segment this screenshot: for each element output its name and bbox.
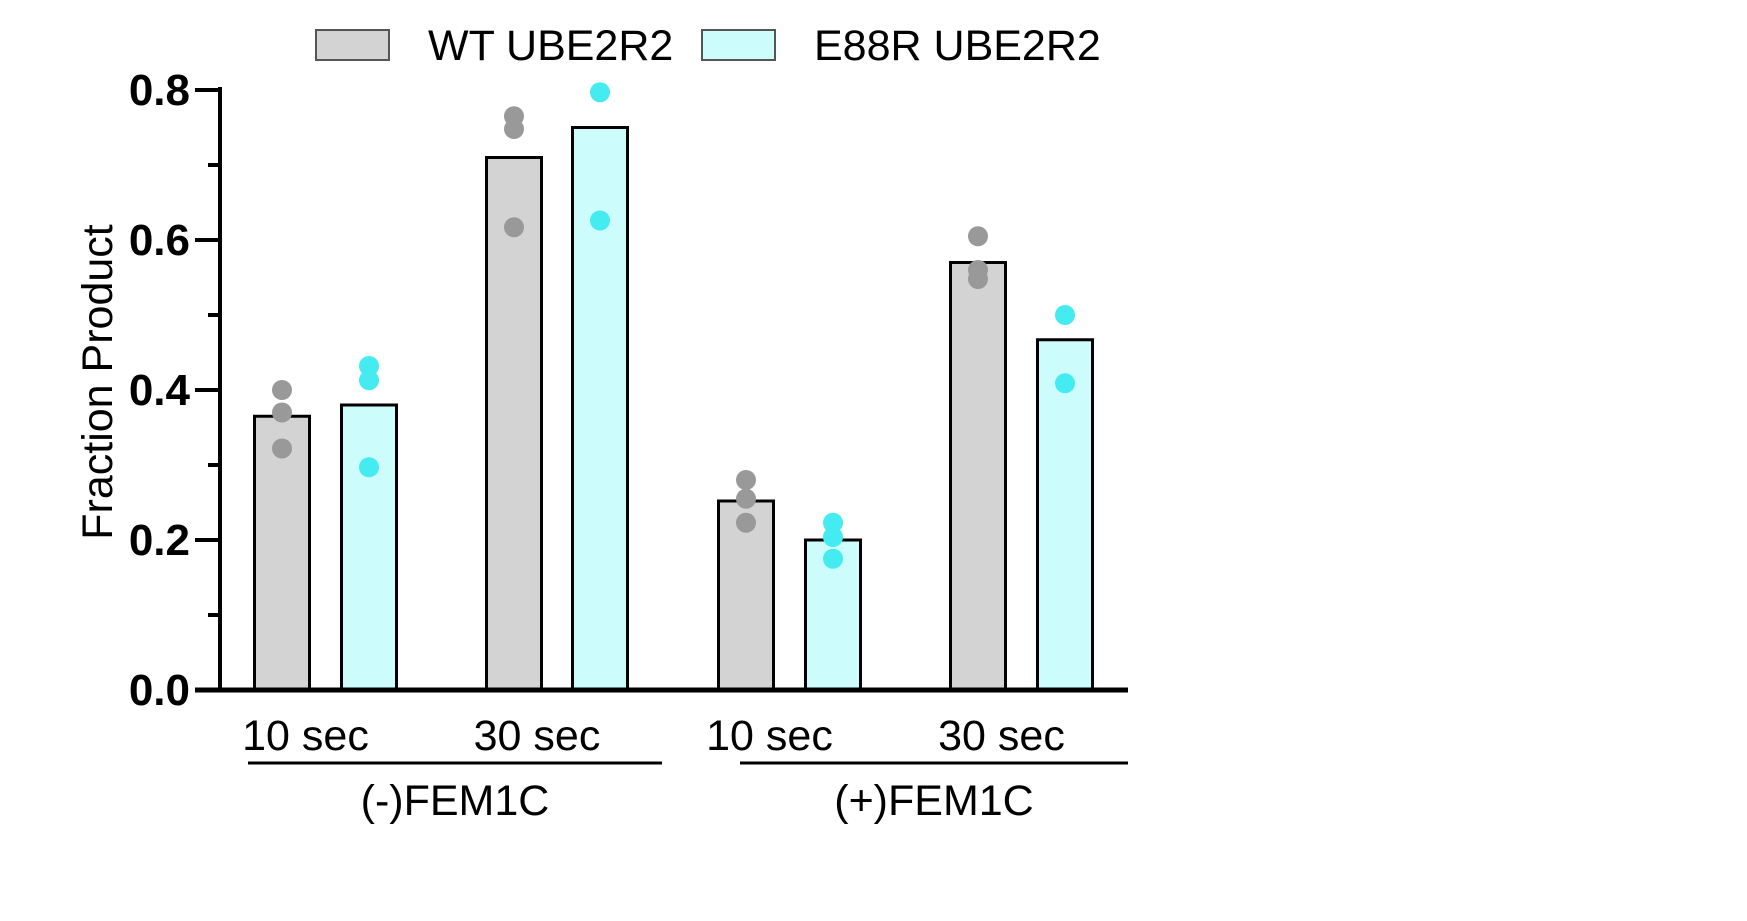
data-point <box>504 217 524 238</box>
y-axis: 0.0 0.2 0.4 0.6 0.8 <box>129 66 222 715</box>
y-tick-label: 0.0 <box>129 666 190 715</box>
legend-label: WT UBE2R2 <box>428 22 673 70</box>
data-point <box>272 380 292 400</box>
data-point <box>359 370 379 391</box>
x-axis: 10 sec 30 sec 10 sec 30 sec (-)FEM1C (+)FEM1C <box>195 687 1128 825</box>
legend-label: E88R UBE2R2 <box>814 22 1101 70</box>
y-axis-label: Fraction Product <box>74 224 122 540</box>
data-point <box>1055 373 1075 394</box>
legend-swatch <box>701 29 776 61</box>
data-point <box>504 119 524 139</box>
data-point <box>736 488 756 509</box>
x-tick-label: 10 sec <box>242 712 369 760</box>
data-point <box>736 512 756 533</box>
group-label: (-)FEM1C <box>361 777 550 825</box>
data-point <box>272 438 292 459</box>
group-label: (+)FEM1C <box>834 777 1033 825</box>
x-tick-label: 30 sec <box>474 712 601 760</box>
x-tick-label: 10 sec <box>706 712 833 760</box>
bars <box>253 126 1094 692</box>
data-point <box>359 356 379 376</box>
data-point <box>359 457 379 478</box>
data-point <box>1055 305 1075 325</box>
x-tick-label: 30 sec <box>938 712 1065 760</box>
bar <box>340 403 398 692</box>
bar <box>485 156 543 692</box>
y-tick-label: 0.6 <box>129 216 190 265</box>
data-point <box>968 269 988 289</box>
y-tick-label: 0.4 <box>129 366 191 415</box>
y-tick-label: 0.8 <box>129 66 190 115</box>
data-point <box>736 470 756 490</box>
data-point <box>823 527 843 547</box>
y-tick-label: 0.2 <box>129 516 190 565</box>
data-point <box>968 226 988 247</box>
data-point <box>823 548 843 569</box>
legend-swatch <box>315 29 390 61</box>
legend: WT UBE2R2 E88R UBE2R2 <box>315 22 1101 70</box>
bar <box>1036 338 1094 692</box>
data-points <box>272 82 1075 569</box>
bar <box>949 261 1007 692</box>
data-point <box>823 512 843 533</box>
data-point <box>590 210 610 231</box>
data-point <box>272 402 292 423</box>
data-point <box>590 82 610 103</box>
